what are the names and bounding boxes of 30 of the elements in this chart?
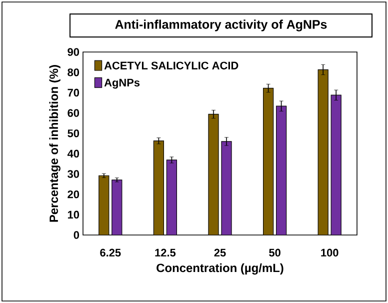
y-tick-label: 50: [68, 129, 80, 138]
y-tick-label: 30: [68, 170, 80, 178]
x-tick-label: 100: [321, 248, 338, 257]
x-tick-label: 12.5: [155, 248, 176, 257]
chart-title: Anti-inflammatory activity of AgNPs: [115, 20, 327, 32]
bar: [318, 69, 328, 235]
x-tick-label: 50: [269, 248, 280, 257]
bar: [221, 141, 232, 235]
y-tick-label: 90: [68, 48, 80, 56]
x-tick-label: 25: [214, 248, 226, 257]
x-tick-label: 6.25: [100, 248, 121, 257]
y-tick-label: 20: [68, 190, 80, 198]
legend-label: AgNPs: [104, 78, 140, 89]
legend-label: ACETYL SALICYLIC ACID: [104, 62, 238, 70]
y-tick-label: 70: [68, 88, 80, 97]
y-tick-label: 0: [74, 231, 80, 239]
bar: [112, 180, 122, 235]
bar: [330, 94, 342, 235]
y-tick-label: 60: [68, 109, 80, 117]
bar: [166, 160, 178, 235]
bar: [208, 114, 219, 235]
bar: [263, 88, 274, 235]
bar: [98, 175, 110, 235]
bar: [153, 140, 164, 235]
y-tick-label: 40: [67, 150, 80, 158]
bar: [276, 106, 287, 235]
y-tick-label: 80: [68, 68, 80, 76]
y-tick-label: 10: [68, 210, 80, 219]
x-axis-title: Concentration (µg/mL): [156, 263, 284, 275]
y-axis-title: Percentage of inhibition (%): [49, 65, 60, 222]
